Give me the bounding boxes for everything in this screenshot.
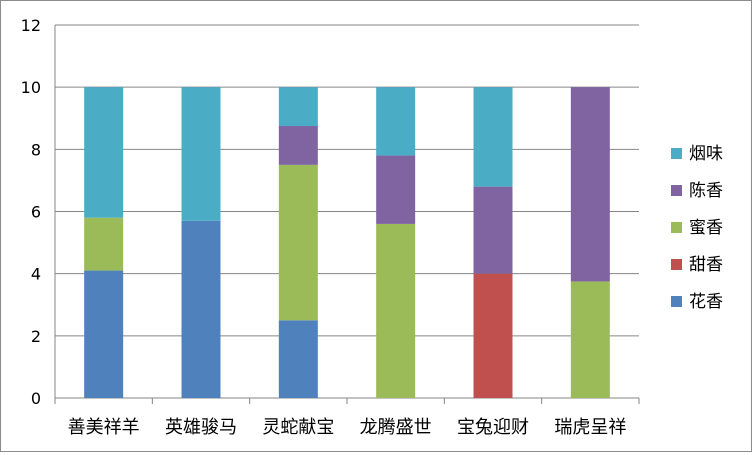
x-tick-label: 龙腾盛世 xyxy=(360,417,432,438)
bar-segment-4-1 xyxy=(181,87,221,221)
legend-swatch xyxy=(671,259,682,270)
y-tick-label: 12 xyxy=(21,16,41,35)
bar-segment-3-5 xyxy=(570,87,610,282)
bar-segment-0-0 xyxy=(84,270,124,398)
bar-segment-3-3 xyxy=(376,155,416,224)
x-tick-label: 善美祥羊 xyxy=(68,417,140,438)
x-tick-label: 灵蛇献宝 xyxy=(262,417,334,438)
legend-swatch xyxy=(671,148,682,159)
bar-segment-2-3 xyxy=(376,223,416,398)
legend-label: 甜香 xyxy=(689,255,723,275)
bar-segment-4-2 xyxy=(278,87,318,127)
legend-swatch xyxy=(671,185,682,196)
legend-swatch xyxy=(671,222,682,233)
bar-segment-3-2 xyxy=(278,126,318,165)
bar-segment-0-1 xyxy=(181,220,221,398)
bar-segment-1-4 xyxy=(473,273,513,398)
bar-segment-0-2 xyxy=(278,320,318,398)
legend-label: 陈香 xyxy=(689,181,723,201)
x-tick-label: 瑞虎呈祥 xyxy=(554,417,626,438)
y-tick-label: 6 xyxy=(31,203,41,222)
x-tick-label: 英雄骏马 xyxy=(165,417,237,438)
x-tick-label: 宝兔迎财 xyxy=(457,417,529,438)
y-tick-label: 4 xyxy=(31,265,41,284)
legend-label: 花香 xyxy=(689,292,723,312)
legend-label: 烟味 xyxy=(689,144,723,164)
legend-label: 蜜香 xyxy=(689,218,723,238)
bar-segment-2-2 xyxy=(278,164,318,321)
y-tick-label: 0 xyxy=(31,389,41,408)
legend-swatch xyxy=(671,296,682,307)
bar-segment-2-0 xyxy=(84,217,124,271)
y-tick-label: 8 xyxy=(31,140,41,159)
bar-segment-3-4 xyxy=(473,186,513,274)
y-tick-label: 2 xyxy=(31,327,41,346)
y-tick-label: 10 xyxy=(21,78,41,97)
bar-segment-4-4 xyxy=(473,87,513,187)
bar-segment-4-0 xyxy=(84,87,124,218)
bar-segment-2-5 xyxy=(570,281,610,398)
bar-segment-4-3 xyxy=(376,87,416,156)
